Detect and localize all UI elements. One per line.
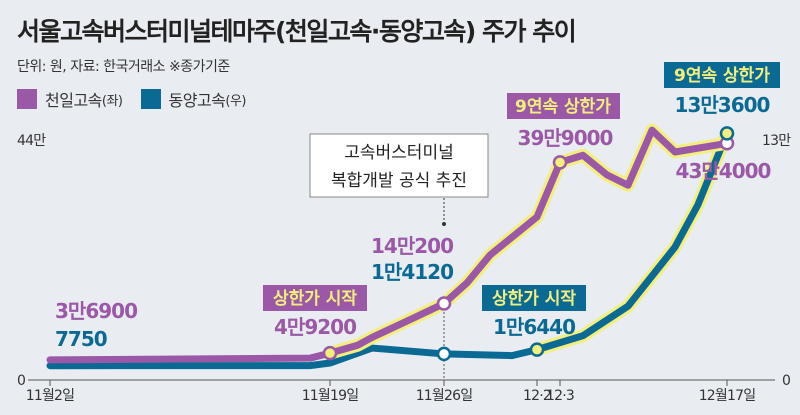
legend-axis-left: (좌) xyxy=(101,93,123,109)
badge-p-limit-start: 상한가 시작 xyxy=(273,289,357,309)
legend: 천일고속 (좌) 동양고속 (우) xyxy=(17,87,246,111)
label-b-1217: 13만3600 xyxy=(675,93,770,117)
marker-cheonil-11-19 xyxy=(322,345,338,361)
line-cheonil xyxy=(46,126,731,364)
badge-bg-p-limit-start xyxy=(263,285,367,311)
right-axis-max: 13만 xyxy=(762,133,791,149)
label-b-1202: 1만6440 xyxy=(493,315,575,339)
legend-axis-right: (우) xyxy=(225,93,246,109)
marker-cheonil-12-03 xyxy=(552,155,568,170)
x-tick-label: 12·2 xyxy=(523,388,551,404)
badge-b-limit-start: 상한가 시작 xyxy=(492,289,576,309)
left-axis-zero: 0 xyxy=(17,373,25,389)
badge-bg-p-limit9 xyxy=(507,93,620,119)
label-p-1126: 14만200 xyxy=(371,234,453,258)
legend-label-dongyang: 동양고속 xyxy=(168,91,226,110)
marker-dongyang-11-26 xyxy=(436,346,452,362)
callout-dot xyxy=(442,222,446,226)
left-axis-max: 44만 xyxy=(17,133,46,149)
chart-subtitle: 단위: 원, 자료: 한국거래소 ※종가기준 xyxy=(17,59,230,75)
label-b-start: 7750 xyxy=(55,327,107,351)
x-tick-label: 11월2일 xyxy=(26,388,74,404)
legend-swatch-purple xyxy=(17,89,37,109)
marker-dongyang-12-02 xyxy=(529,342,545,357)
x-tick-label: 11월26일 xyxy=(416,388,473,404)
x-tick-label: 11월19일 xyxy=(302,388,359,404)
label-p-1203: 39만9000 xyxy=(518,126,613,150)
legend-swatch-blue xyxy=(140,89,161,109)
label-b-1126: 1만4120 xyxy=(371,260,453,284)
chart-title: 서울고속버스터미널테마주(천일고속·동양고속) 주가 추이 xyxy=(17,17,577,46)
badge-p-limit9: 9연속 상한가 xyxy=(515,97,611,117)
label-p-1217: 43만4000 xyxy=(676,159,771,183)
badge-bg-b-limit-start xyxy=(482,285,586,311)
callout-box xyxy=(309,133,489,198)
label-p-start: 3만6900 xyxy=(55,299,137,323)
right-axis-zero: 0 xyxy=(782,373,790,389)
callout-line-2: 복합개발 공식 추진 xyxy=(331,171,467,191)
marker-cheonil-11-26 xyxy=(436,296,452,311)
legend-label-cheonil: 천일고속 xyxy=(45,91,102,110)
badge-bg-b-limit9 xyxy=(664,62,780,88)
x-tick-label: 12·3 xyxy=(546,388,574,404)
callout-line-1: 고속버스터미널 xyxy=(344,143,453,163)
x-tick-label: 12월17일 xyxy=(699,388,756,404)
marker-dongyang-12-17 xyxy=(719,126,735,141)
badge-b-limit9: 9연속 상한가 xyxy=(674,66,770,86)
label-p-1119: 4만9200 xyxy=(274,315,356,339)
line-dongyang xyxy=(46,129,731,370)
